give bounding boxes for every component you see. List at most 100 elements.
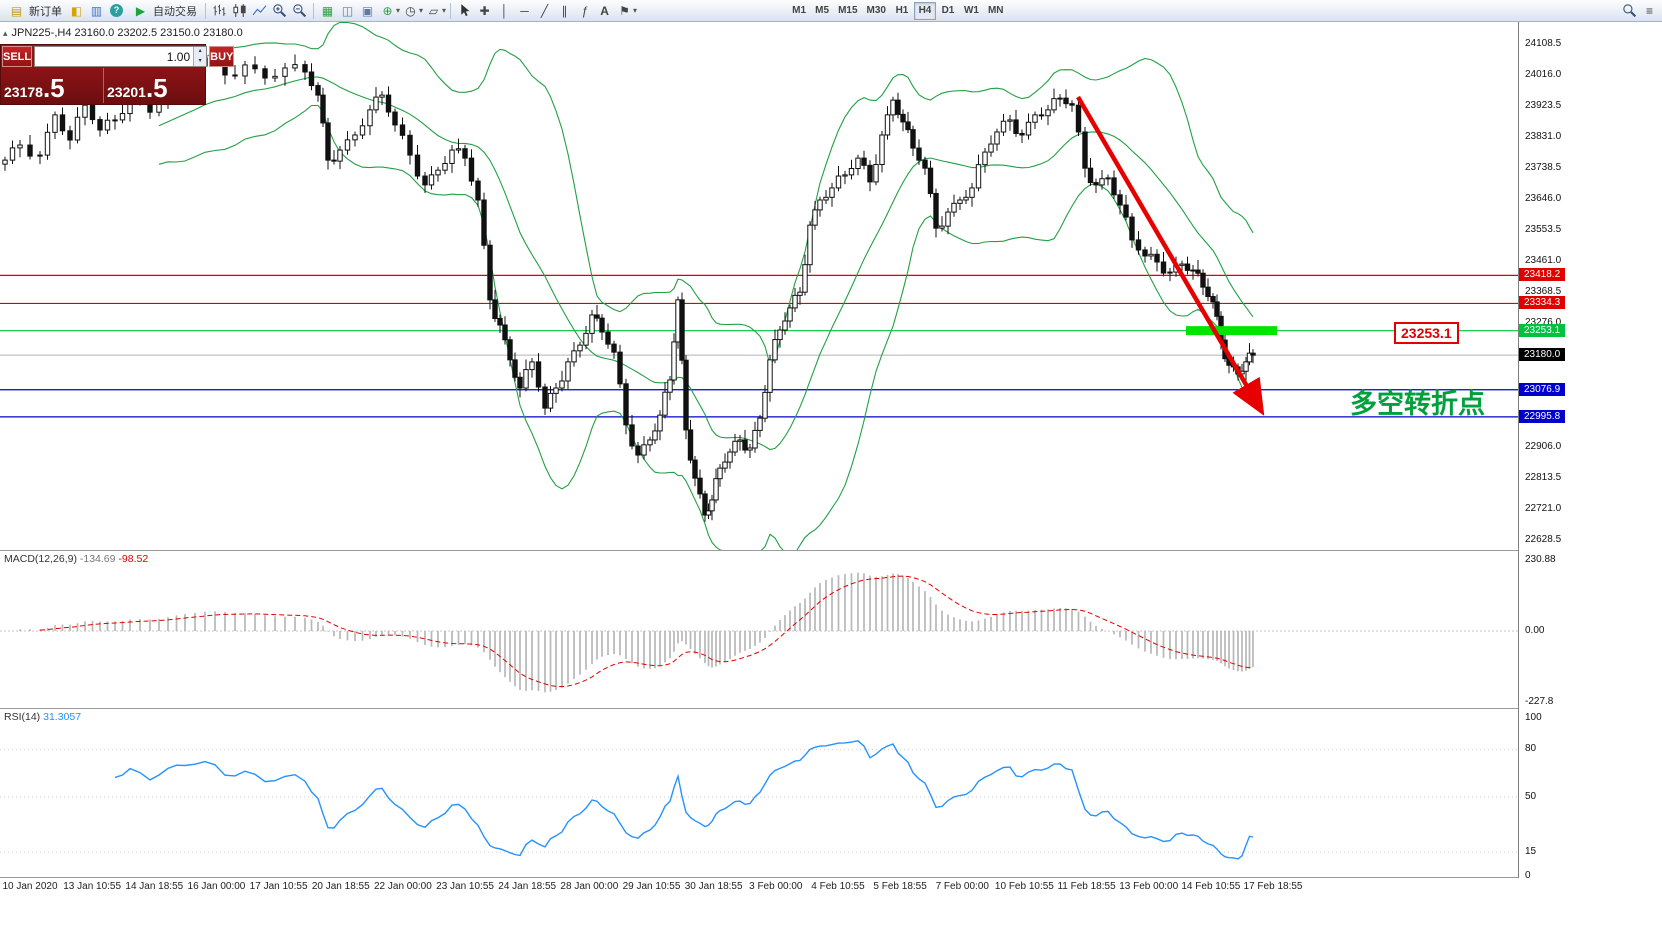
timeframe-button-m30[interactable]: M30 <box>866 4 886 16</box>
horizontal-line-icon[interactable]: ─ <box>520 3 529 18</box>
channel-icon[interactable]: ∥ <box>561 3 568 18</box>
time-axis[interactable]: 10 Jan 2020 13 Jan 10:55 14 Jan 18:55 16 Ja… <box>0 878 1662 902</box>
timeframe-button-h1[interactable]: H1 <box>895 4 909 16</box>
vertical-line-icon[interactable]: │ <box>500 3 509 18</box>
time-axis-label: 4 Feb 10:55 <box>811 881 865 892</box>
periods-icon[interactable]: ◷ <box>405 3 416 18</box>
timeframe-button-h4[interactable]: H4 <box>913 1 936 20</box>
price-axis-label: 24108.5 <box>1525 38 1562 49</box>
menu-icon[interactable]: ≡ <box>1645 3 1653 18</box>
time-axis-label: 29 Jan 10:55 <box>622 881 681 892</box>
timeframe-group: M1 M5 M15 M30 H1 H4 D1 W1 MN <box>788 1 1007 20</box>
zoom-out-icon[interactable] <box>290 1 309 20</box>
bar-chart-type-icon[interactable] <box>210 1 229 20</box>
time-axis-label: 17 Jan 10:55 <box>249 881 308 892</box>
templates-icon[interactable]: ▱ <box>428 3 439 18</box>
volume-up-button[interactable]: ▴ <box>194 47 207 57</box>
trendline-icon[interactable]: ╱ <box>540 3 549 18</box>
price-level-tag: 23418.2 <box>1519 268 1565 282</box>
buy-button[interactable]: BUY <box>209 46 235 67</box>
crosshair-icon[interactable]: ✚ <box>479 3 490 18</box>
volume-input[interactable] <box>35 47 194 66</box>
periods-caret-icon[interactable]: ▾ <box>419 6 424 15</box>
macd-signal-line <box>39 575 1254 688</box>
price-axis-label: 22906.0 <box>1525 441 1562 452</box>
new-order-icon: ▤ <box>10 3 23 18</box>
price-axis-label: 23368.5 <box>1525 286 1562 297</box>
zoom-in-icon[interactable] <box>270 1 289 20</box>
price-axis-label: 22628.5 <box>1525 534 1562 545</box>
timeframe-button-m5[interactable]: M5 <box>815 4 830 16</box>
main-chart-panel: ▴ JPN225-,H4 23160.0 23202.5 23150.0 231… <box>0 21 1518 556</box>
timeframe-button-mn[interactable]: MN <box>987 4 1004 16</box>
timeframe-button-m15[interactable]: M15 <box>838 4 858 16</box>
timeframe-button-w1[interactable]: W1 <box>963 4 979 16</box>
shapes-caret-icon[interactable]: ▾ <box>633 6 638 15</box>
search-icon[interactable] <box>1620 1 1639 20</box>
sell-price-main: 23178 <box>4 84 43 100</box>
new-order-button[interactable]: ▤ 新订单 <box>3 1 66 21</box>
auto-trading-button[interactable]: ▶ 自动交易 <box>127 1 201 21</box>
toolbar: ▤ 新订单 ◧ ▥ ? ▶ 自动交易 ▦ ◫ ▣ ⊕ ▾ ◷ ▾ ▱ ▾ <box>0 0 1662 22</box>
price-level-tag: 23076.9 <box>1519 382 1565 396</box>
help-icon[interactable]: ? <box>107 1 126 20</box>
time-axis-label: 20 Jan 18:55 <box>311 881 370 892</box>
rsi-name: RSI(14) <box>4 711 41 723</box>
price-axis-label: 23646.0 <box>1525 193 1562 204</box>
price-axis-label: 23553.5 <box>1525 224 1562 235</box>
indicators-icon[interactable]: ⊕ <box>382 3 393 18</box>
buy-price[interactable]: 23201.5 <box>103 68 205 103</box>
line-chart-type-icon[interactable] <box>250 1 269 20</box>
sell-price[interactable]: 23178.5 <box>1 68 103 103</box>
timeframe-button-m1[interactable]: M1 <box>792 4 807 16</box>
rsi-indicator[interactable] <box>0 709 1518 877</box>
text-tool-icon[interactable]: A <box>600 3 609 18</box>
panel-divider[interactable] <box>0 708 1662 709</box>
time-axis-label: 24 Jan 18:55 <box>498 881 557 892</box>
market-watch-icon[interactable]: ◧ <box>70 3 83 18</box>
buy-price-main: 23201 <box>107 84 146 100</box>
level-price-label: 23253.1 <box>1394 322 1459 344</box>
price-level-tag: 23253.1 <box>1519 323 1565 337</box>
price-level-tag: 23180.0 <box>1519 348 1565 362</box>
price-axis-label: 23738.5 <box>1525 162 1562 173</box>
sell-button[interactable]: SELL <box>2 46 33 67</box>
chart-ohlc-text: JPN225-,H4 23160.0 23202.5 23150.0 23180… <box>11 27 243 39</box>
auto-trading-play-icon: ▶ <box>135 3 146 18</box>
main-chart[interactable] <box>0 21 1518 556</box>
grid-icon[interactable]: ▦ <box>321 3 334 18</box>
time-axis-label: 23 Jan 10:55 <box>436 881 494 892</box>
trend-arrow <box>1076 95 1265 416</box>
indicators-caret-icon[interactable]: ▾ <box>396 6 401 15</box>
arrow-tools-icon[interactable]: ⚑ <box>619 3 630 18</box>
time-axis-label: 14 Jan 18:55 <box>125 881 184 892</box>
time-axis-label: 16 Jan 00:00 <box>187 881 246 892</box>
volume-down-button[interactable]: ▾ <box>194 56 207 66</box>
macd-value: -134.69 <box>79 553 116 565</box>
tile-windows-icon[interactable]: ◫ <box>341 3 354 18</box>
macd-axis-label: 230.88 <box>1525 554 1556 565</box>
candlestick-chart-type-icon[interactable] <box>230 1 249 20</box>
cursor-icon[interactable] <box>455 1 474 20</box>
price-axis-label: 22721.0 <box>1525 503 1562 514</box>
price-axis[interactable]: 24108.5 24016.0 23923.5 23831.0 23738.5 23646… <box>1518 22 1662 895</box>
navigator-icon[interactable]: ▥ <box>90 3 103 18</box>
toolbar-separator <box>450 2 452 19</box>
fibonacci-icon[interactable]: ƒ <box>581 3 588 18</box>
time-axis-label: 30 Jan 18:55 <box>684 881 743 892</box>
rsi-axis-label: 0 <box>1525 870 1531 881</box>
macd-indicator[interactable] <box>0 551 1518 708</box>
templates-caret-icon[interactable]: ▾ <box>442 6 447 15</box>
price-level-tag: 23334.3 <box>1519 296 1565 310</box>
time-axis-label: 17 Feb 18:55 <box>1243 881 1303 892</box>
new-order-label: 新订单 <box>29 5 62 18</box>
price-axis-label: 23923.5 <box>1525 100 1562 111</box>
chart-collapse-icon[interactable]: ▴ <box>3 27 8 38</box>
time-axis-label: 5 Feb 18:55 <box>873 881 927 892</box>
new-chart-icon[interactable]: ▣ <box>361 3 374 18</box>
timeframe-button-d1[interactable]: D1 <box>941 4 955 16</box>
panel-divider[interactable] <box>0 550 1662 551</box>
buy-price-pip: .5 <box>145 73 168 103</box>
macd-axis-label: 0.00 <box>1525 625 1545 636</box>
